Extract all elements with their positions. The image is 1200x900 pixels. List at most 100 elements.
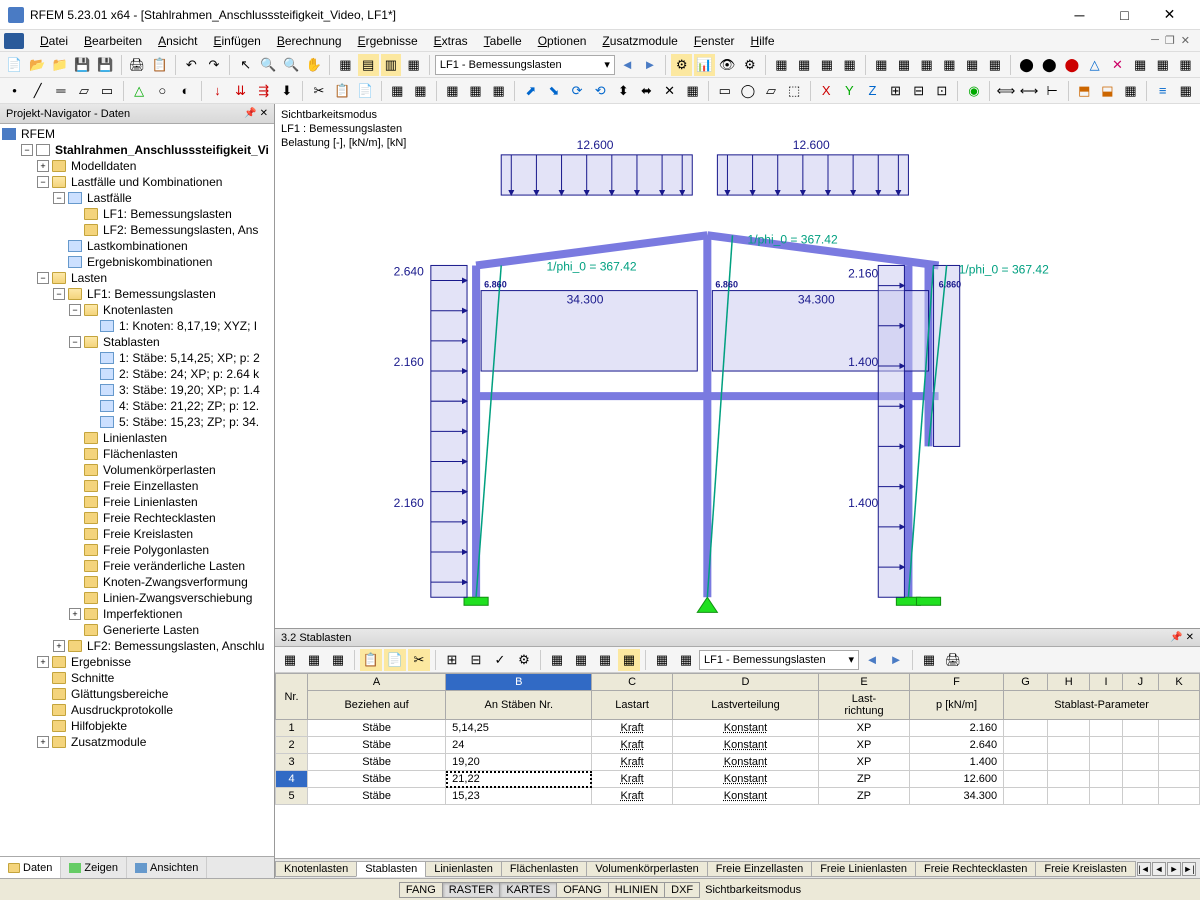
tool-e-icon[interactable]: ✕ xyxy=(1107,54,1128,76)
node-icon[interactable]: • xyxy=(4,80,25,102)
folder-icon[interactable]: 📁 xyxy=(49,54,70,76)
table-tab-7[interactable]: Freie Rechtecklasten xyxy=(915,861,1036,877)
status-fang[interactable]: FANG xyxy=(399,882,443,898)
ax2-icon[interactable]: Y xyxy=(839,80,860,102)
op1-icon[interactable]: ⬈ xyxy=(520,80,541,102)
mdi-minimize-icon[interactable]: ─ xyxy=(1151,34,1159,47)
tbl-d-icon[interactable]: ⚙ xyxy=(513,649,535,671)
view1-icon[interactable]: ▦ xyxy=(771,54,792,76)
tbl-next-icon[interactable]: ► xyxy=(885,649,907,671)
tree-toggle[interactable]: − xyxy=(21,144,33,156)
table-grid[interactable]: Nr. A B C D E F G H I J K xyxy=(275,673,1200,858)
settings-icon[interactable]: ⚙ xyxy=(739,54,760,76)
status-dxf[interactable]: DXF xyxy=(664,882,700,898)
tbl-new-icon[interactable]: ▦ xyxy=(279,649,301,671)
view2-icon[interactable]: ▦ xyxy=(794,54,815,76)
model-viewport[interactable]: Sichtbarkeitsmodus LF1 : Bemessungslaste… xyxy=(275,104,1200,628)
tab-ansichten[interactable]: Ansichten xyxy=(127,857,207,878)
line-icon[interactable]: ╱ xyxy=(27,80,48,102)
tbl-f-icon[interactable]: ▦ xyxy=(570,649,592,671)
tool-b-icon[interactable]: ⬤ xyxy=(1039,54,1060,76)
edit2-icon[interactable]: 📋 xyxy=(331,80,352,102)
render-icon[interactable]: ◉ xyxy=(963,80,984,102)
table-row[interactable]: 1Stäbe5,14,25KraftKonstantXP2.160 xyxy=(276,720,1200,737)
table-row[interactable]: 5Stäbe15,23KraftKonstantZP34.300 xyxy=(276,788,1200,805)
tbl-paste-icon[interactable]: 📄 xyxy=(384,649,406,671)
menu-fenster[interactable]: Fenster xyxy=(686,32,743,50)
pan-icon[interactable]: ✋ xyxy=(303,54,324,76)
table-tab-0[interactable]: Knotenlasten xyxy=(275,861,357,877)
dim3-icon[interactable]: ⊢ xyxy=(1042,80,1063,102)
tbl-i-icon[interactable]: ▦ xyxy=(651,649,673,671)
support-icon[interactable]: △ xyxy=(129,80,150,102)
pin-icon[interactable]: 📌 ✕ xyxy=(244,108,268,119)
new-icon[interactable]: 📄 xyxy=(4,54,25,76)
tbl-cut-icon[interactable]: ✂ xyxy=(408,649,430,671)
table-tab-4[interactable]: Volumenkörperlasten xyxy=(586,861,707,877)
op6-icon[interactable]: ⬌ xyxy=(636,80,657,102)
dim1-icon[interactable]: ⟺ xyxy=(995,80,1016,102)
hinge-icon[interactable]: ○ xyxy=(152,80,173,102)
filter2-icon[interactable]: ▦ xyxy=(894,54,915,76)
ax5-icon[interactable]: ⊟ xyxy=(908,80,929,102)
redo-icon[interactable]: ↷ xyxy=(204,54,225,76)
tbl-print-icon[interactable]: 🖨 xyxy=(942,649,964,671)
menu-ergebnisse[interactable]: Ergebnisse xyxy=(350,32,426,50)
panel-icon[interactable]: ▥ xyxy=(381,54,402,76)
grid-icon[interactable]: ▦ xyxy=(335,54,356,76)
status-hlinien[interactable]: HLINIEN xyxy=(608,882,665,898)
tbl-h-icon[interactable]: ▦ xyxy=(618,649,640,671)
minimize-button[interactable]: ─ xyxy=(1057,1,1102,29)
status-kartes[interactable]: KARTES xyxy=(499,882,557,898)
dim2-icon[interactable]: ⟷ xyxy=(1019,80,1040,102)
mod2-icon[interactable]: ▦ xyxy=(410,80,431,102)
ax6-icon[interactable]: ⊡ xyxy=(931,80,952,102)
ex2-icon[interactable]: ⬓ xyxy=(1097,80,1118,102)
tool-f-icon[interactable]: ▦ xyxy=(1130,54,1151,76)
tbl-edit-icon[interactable]: ▦ xyxy=(303,649,325,671)
tool-h-icon[interactable]: ▦ xyxy=(1175,54,1196,76)
table-icon[interactable]: ▦ xyxy=(403,54,424,76)
load4-icon[interactable]: ⬇ xyxy=(276,80,297,102)
display-icon[interactable]: ▤ xyxy=(358,54,379,76)
op4-icon[interactable]: ⟲ xyxy=(590,80,611,102)
table-loadcase-combo[interactable]: LF1 - Bemessungslasten▾ xyxy=(699,650,859,670)
tbl-g-icon[interactable]: ▦ xyxy=(594,649,616,671)
close-button[interactable]: ✕ xyxy=(1147,1,1192,29)
prev-lc-icon[interactable]: ◄ xyxy=(617,54,638,76)
tab-daten[interactable]: Daten xyxy=(0,857,61,878)
table-tab-1[interactable]: Stablasten xyxy=(356,861,426,877)
op3-icon[interactable]: ⟳ xyxy=(566,80,587,102)
tbl-copy-icon[interactable]: 📋 xyxy=(360,649,382,671)
load3-icon[interactable]: ⇶ xyxy=(253,80,274,102)
menu-extras[interactable]: Extras xyxy=(426,32,476,50)
view3-icon[interactable]: ▦ xyxy=(817,54,838,76)
ex1-icon[interactable]: ⬒ xyxy=(1074,80,1095,102)
table-row[interactable]: 4Stäbe21,22KraftKonstantZP12.600 xyxy=(276,771,1200,788)
sel3-icon[interactable]: ▱ xyxy=(760,80,781,102)
tab-prev-icon[interactable]: ◄ xyxy=(1152,862,1166,876)
edit1-icon[interactable]: ✂ xyxy=(308,80,329,102)
filter6-icon[interactable]: ▦ xyxy=(985,54,1006,76)
panel-pin-icon[interactable]: 📌 ✕ xyxy=(1170,632,1194,643)
calc-icon[interactable]: ⚙ xyxy=(671,54,692,76)
ax3-icon[interactable]: Z xyxy=(862,80,883,102)
tool-g-icon[interactable]: ▦ xyxy=(1152,54,1173,76)
ax1-icon[interactable]: X xyxy=(816,80,837,102)
op7-icon[interactable]: ✕ xyxy=(659,80,680,102)
next-lc-icon[interactable]: ► xyxy=(640,54,661,76)
menu-bearbeiten[interactable]: Bearbeiten xyxy=(76,32,150,50)
select-icon[interactable]: ↖ xyxy=(235,54,256,76)
table-tab-5[interactable]: Freie Einzellasten xyxy=(707,861,812,877)
menu-datei[interactable]: Datei xyxy=(32,32,76,50)
op8-icon[interactable]: ▦ xyxy=(682,80,703,102)
solid-icon[interactable]: ▭ xyxy=(97,80,118,102)
maximize-button[interactable]: □ xyxy=(1102,1,1147,29)
filter1-icon[interactable]: ▦ xyxy=(871,54,892,76)
app-menu-icon[interactable] xyxy=(4,33,24,49)
zoom-icon[interactable]: 🔍 xyxy=(281,54,302,76)
mod1-icon[interactable]: ▦ xyxy=(387,80,408,102)
menu-hilfe[interactable]: Hilfe xyxy=(743,32,783,50)
eye-icon[interactable]: 👁 xyxy=(717,54,738,76)
menu-tabelle[interactable]: Tabelle xyxy=(476,32,530,50)
